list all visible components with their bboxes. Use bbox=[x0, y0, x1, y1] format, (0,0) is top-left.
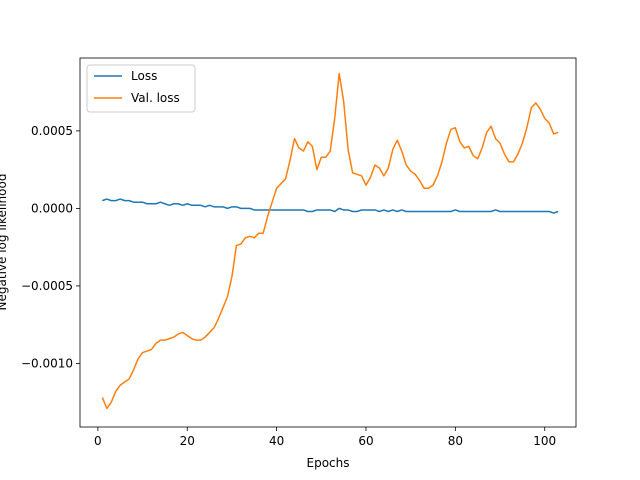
y-tick-label: 0.0000 bbox=[31, 201, 73, 215]
x-tick-label: 0 bbox=[94, 434, 102, 448]
series-line-val-loss bbox=[101, 72, 559, 410]
x-tick-label: 60 bbox=[358, 434, 373, 448]
x-tick-label: 80 bbox=[448, 434, 463, 448]
y-axis: −0.0010 −0.0005 0.0000 0.0005 bbox=[21, 124, 80, 370]
y-tick-label: −0.0010 bbox=[21, 356, 73, 370]
y-tick-label: 0.0005 bbox=[31, 124, 73, 138]
series-line-loss bbox=[102, 198, 559, 214]
legend-label-loss: Loss bbox=[131, 69, 157, 83]
legend-label-val-loss: Val. loss bbox=[131, 91, 180, 105]
x-tick-label: 40 bbox=[269, 434, 284, 448]
x-axis-label: Epochs bbox=[307, 456, 350, 470]
x-axis: 0 20 40 60 80 100 bbox=[94, 427, 556, 448]
y-tick-label: −0.0005 bbox=[21, 279, 73, 293]
y-axis-label: Negative log likelihood bbox=[0, 174, 9, 311]
plot-frame bbox=[79, 57, 577, 428]
x-tick-label: 100 bbox=[533, 434, 556, 448]
x-tick-label: 20 bbox=[180, 434, 195, 448]
plot-lines bbox=[101, 72, 559, 410]
legend: Loss Val. loss bbox=[86, 64, 196, 113]
